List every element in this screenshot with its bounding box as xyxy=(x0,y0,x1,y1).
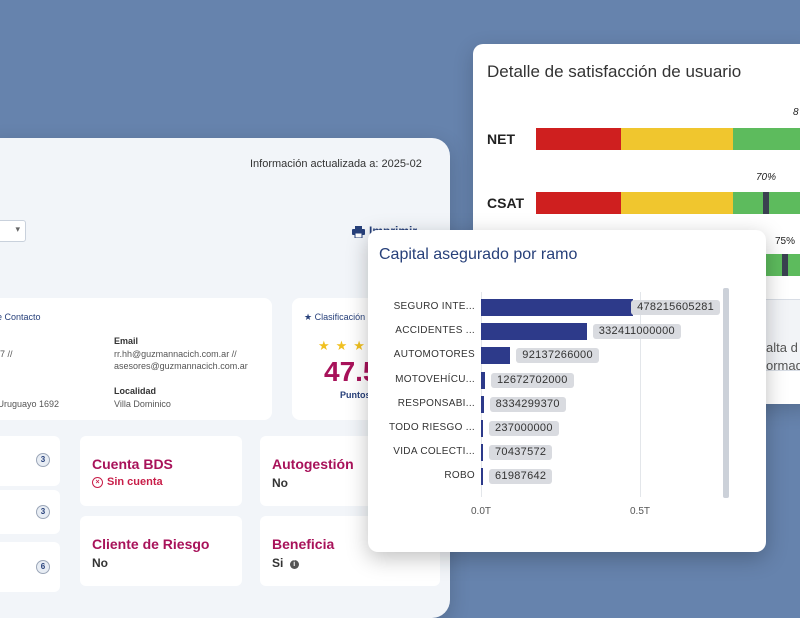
count-badge: 3 xyxy=(36,453,50,467)
cuenta-bds-tile[interactable]: Cuenta BDS ×Sin cuenta xyxy=(80,436,242,506)
x-tick-label: 0.0T xyxy=(471,506,491,517)
category-label: AUTOMOTORES xyxy=(394,349,475,360)
net-label: NET xyxy=(487,131,515,147)
category-label: VIDA COLECTI... xyxy=(393,446,475,457)
value-label: 8334299370 xyxy=(490,397,566,412)
period-select[interactable]: ▾ xyxy=(0,220,26,242)
cuenta-bds-value: ×Sin cuenta xyxy=(92,476,163,488)
rating-stars-icon: ★★★ xyxy=(318,338,371,354)
x-tick-label: 0.5T xyxy=(630,506,650,517)
bar[interactable] xyxy=(481,444,483,461)
locality-label: Localidad xyxy=(114,386,156,396)
grid-line-05 xyxy=(640,292,641,497)
left-tile-3: 6 xyxy=(0,542,60,592)
cuenta-bds-title: Cuenta BDS xyxy=(92,456,173,472)
left-tile-2: 3 xyxy=(0,490,60,534)
category-label: TODO RIESGO ... xyxy=(389,422,475,433)
third-marker xyxy=(782,254,788,276)
value-label: 70437572 xyxy=(489,445,552,460)
net-pct: 8 xyxy=(793,107,799,118)
category-label: ROBO xyxy=(444,470,475,481)
beneficia-value: Si i xyxy=(272,556,299,570)
net-bar-green xyxy=(733,128,800,150)
category-label: SEGURO INTE... xyxy=(394,301,475,312)
close-circle-icon: × xyxy=(92,477,103,488)
category-label: ACCIDENTES ... xyxy=(395,325,475,336)
chevron-down-icon: ▾ xyxy=(15,224,20,235)
info-line-2: ormad xyxy=(766,358,800,373)
cliente-riesgo-tile[interactable]: Cliente de Riesgo No xyxy=(80,516,242,586)
star-icon: ★ xyxy=(304,312,312,322)
printer-icon xyxy=(352,226,365,238)
capital-chart: 0.0T 0.5T SEGURO INTE... 478215605281 ACCIDE… xyxy=(368,230,766,552)
category-label: MOTOVEHÍCU... xyxy=(395,374,475,385)
net-bar-yellow xyxy=(621,128,733,150)
net-bar-red xyxy=(536,128,621,150)
category-label: RESPONSABI... xyxy=(398,398,475,409)
contact-header: os de Contacto xyxy=(0,312,41,322)
value-label: 478215605281 xyxy=(631,300,720,315)
csat-label: CSAT xyxy=(487,195,524,211)
points-label: Puntos xyxy=(340,390,371,400)
csat-marker xyxy=(763,192,769,214)
satisfaction-title: Detalle de satisfacción de usuario xyxy=(487,62,741,82)
count-badge: 3 xyxy=(36,505,50,519)
info-box: alta d ormad xyxy=(763,299,800,371)
autogestion-value: No xyxy=(272,476,288,490)
value-label: 61987642 xyxy=(489,469,552,484)
bar[interactable] xyxy=(481,468,483,485)
count-badge: 6 xyxy=(36,560,50,574)
csat-pct: 70% xyxy=(756,172,776,183)
bar[interactable] xyxy=(481,372,485,389)
value-label: 237000000 xyxy=(489,421,559,436)
bar[interactable] xyxy=(481,420,483,437)
chart-scrollbar[interactable] xyxy=(723,288,729,498)
phone-value-1: 42627 // xyxy=(0,348,13,360)
bar[interactable] xyxy=(481,396,484,413)
locality-value: Villa Dominico xyxy=(114,398,171,410)
csat-bar-red xyxy=(536,192,621,214)
info-icon[interactable]: i xyxy=(290,560,299,569)
left-tile-1: 3 xyxy=(0,436,60,486)
info-line-1: alta d xyxy=(766,340,798,355)
third-pct: 75% xyxy=(775,236,795,247)
updated-date: Información actualizada a: 2025-02 xyxy=(250,158,422,170)
contact-card: os de Contacto o 42627 // 2525 Email rr.… xyxy=(0,298,272,420)
csat-bar-yellow xyxy=(621,192,733,214)
value-label: 12672702000 xyxy=(491,373,574,388)
bar[interactable] xyxy=(481,299,633,316)
address-value: ario Uruguayo 1692 xyxy=(0,398,59,410)
email-value-2: asesores@guzmannacich.com.ar xyxy=(114,360,248,372)
email-label: Email xyxy=(114,336,138,346)
beneficia-title: Beneficia xyxy=(272,536,334,552)
email-value-1: rr.hh@guzmannacich.com.ar // xyxy=(114,348,237,360)
bar[interactable] xyxy=(481,347,510,364)
value-label: 92137266000 xyxy=(516,348,599,363)
cliente-riesgo-value: No xyxy=(92,556,108,570)
bar[interactable] xyxy=(481,323,587,340)
classification-header: ★ Clasificación xyxy=(304,312,365,323)
value-label: 332411000000 xyxy=(593,324,681,339)
cliente-riesgo-title: Cliente de Riesgo xyxy=(92,536,209,552)
autogestion-title: Autogestión xyxy=(272,456,354,472)
